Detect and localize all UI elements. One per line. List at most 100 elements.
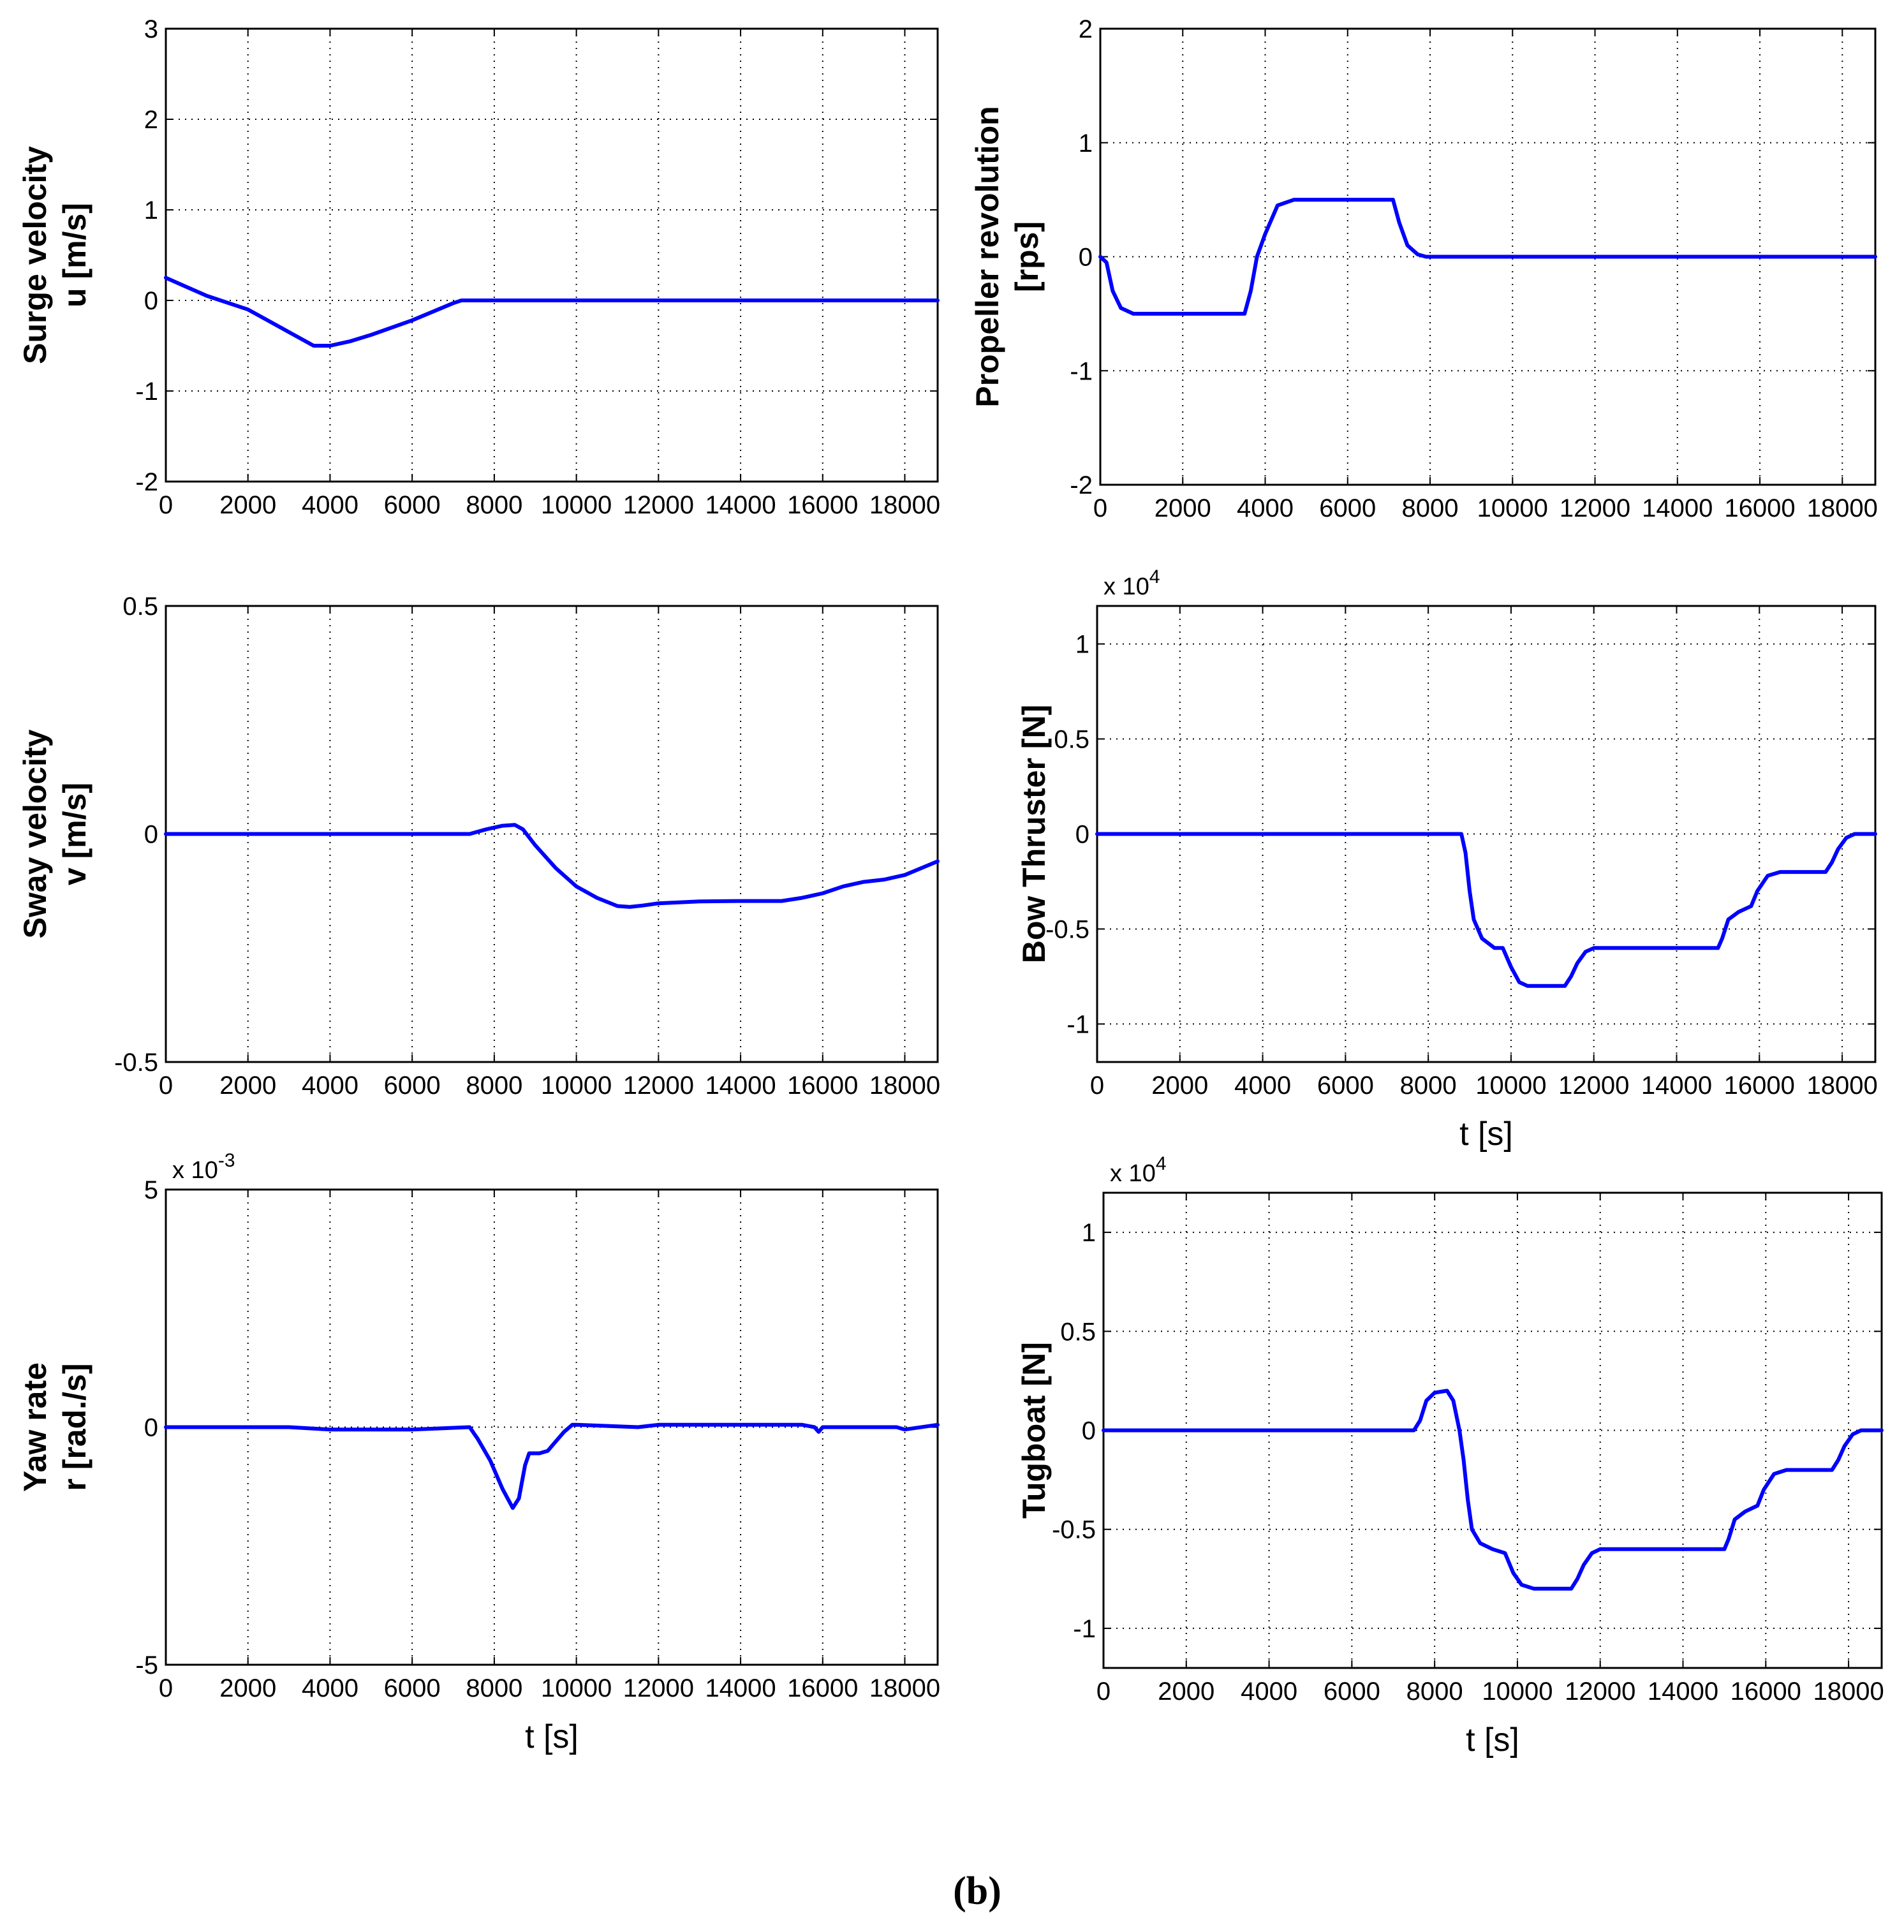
- x-tick-label: 6000: [384, 1072, 441, 1100]
- y-tick-label: 1: [1075, 631, 1089, 659]
- x-tick-label: 16000: [1724, 1072, 1795, 1100]
- x-tick-label: 18000: [869, 1072, 940, 1100]
- x-tick-label: 18000: [869, 491, 940, 519]
- x-tick-label: 12000: [1565, 1678, 1635, 1706]
- x-tick-label: 2000: [1158, 1678, 1214, 1706]
- x-tick-label: 8000: [466, 1674, 522, 1702]
- x-axis-label: t [s]: [1466, 1722, 1519, 1759]
- y-tick-label: 0: [1082, 1417, 1096, 1445]
- x-tick-label: 18000: [1807, 494, 1878, 522]
- y-tick-label: -5: [135, 1651, 158, 1679]
- x-tick-label: 12000: [1560, 494, 1630, 522]
- x-tick-label: 4000: [1241, 1678, 1297, 1706]
- x-tick-label: 6000: [384, 1674, 441, 1702]
- x-tick-label: 14000: [705, 1072, 776, 1100]
- y-tick-label: -0.5: [114, 1049, 158, 1077]
- x-tick-label: 0: [159, 491, 173, 519]
- chart-panels: 0 2000 4000 6000 8000 10000 12000 14000 16000 180…: [17, 15, 1884, 1759]
- y-tick-label: 3: [144, 15, 158, 43]
- x-axis-label: t [s]: [525, 1718, 579, 1755]
- axis-multiplier: x 104: [1110, 1153, 1167, 1187]
- x-tick-label: 10000: [1475, 1072, 1546, 1100]
- x-tick-label: 12000: [623, 1072, 694, 1100]
- x-tick-label: 8000: [1400, 1072, 1457, 1100]
- y-tick-label: 0: [1079, 244, 1093, 272]
- y-tick-label: 2: [144, 106, 158, 134]
- x-tick-label: 6000: [1317, 1072, 1374, 1100]
- x-axis-label: t [s]: [1459, 1116, 1513, 1153]
- chart-panel-3: 0 2000 4000 6000 8000 10000 12000 14000 16000 180…: [17, 593, 940, 1100]
- x-tick-label: 2000: [1151, 1072, 1208, 1100]
- y-tick-label: 0: [144, 1414, 158, 1442]
- x-tick-label: 4000: [302, 1072, 358, 1100]
- x-tick-label: 2000: [219, 1072, 276, 1100]
- chart-panel-5: 0 2000 4000 6000 8000 10000 12000 14000 16000 180…: [17, 1150, 940, 1755]
- x-tick-label: 0: [1093, 494, 1107, 522]
- x-tick-label: 6000: [384, 491, 441, 519]
- x-tick-label: 6000: [1319, 494, 1376, 522]
- y-tick-label: 1: [144, 196, 158, 225]
- x-tick-label: 4000: [302, 1674, 358, 1702]
- y-tick-label: -0.5: [1045, 915, 1089, 943]
- x-tick-label: 8000: [1402, 494, 1459, 522]
- x-tick-label: 10000: [541, 1072, 612, 1100]
- x-tick-label: 10000: [541, 1674, 612, 1702]
- x-tick-label: 16000: [787, 491, 858, 519]
- chart-panel-2: 0 2000 4000 6000 8000 10000 12000 14000 16000 180…: [970, 15, 1878, 522]
- x-tick-label: 14000: [1648, 1678, 1718, 1706]
- x-tick-label: 8000: [1406, 1678, 1463, 1706]
- y-tick-label: -2: [1070, 471, 1093, 499]
- y-axis-label: Surge velocity u [m/s]: [17, 146, 92, 364]
- x-tick-label: 0: [159, 1072, 173, 1100]
- y-axis-label: Bow Thruster [N]: [1016, 705, 1052, 964]
- y-tick-label: -1: [1066, 1010, 1089, 1038]
- x-tick-label: 0: [1090, 1072, 1104, 1100]
- figure-caption: (b): [953, 1869, 1001, 1913]
- x-tick-label: 16000: [1731, 1678, 1801, 1706]
- x-tick-label: 16000: [787, 1674, 858, 1702]
- series-line-v: [164, 823, 940, 909]
- y-tick-label: -1: [135, 378, 158, 406]
- x-tick-label: 4000: [1237, 494, 1294, 522]
- chart-panel-1: 0 2000 4000 6000 8000 10000 12000 14000 16000 180…: [17, 15, 940, 519]
- x-tick-label: 10000: [1482, 1678, 1553, 1706]
- x-tick-label: 6000: [1324, 1678, 1380, 1706]
- y-tick-label: 0.5: [1054, 726, 1089, 754]
- axis-multiplier: x 10-3: [172, 1150, 235, 1184]
- series-line-n: [1098, 198, 1877, 316]
- plot-frame: [165, 27, 939, 483]
- axis-multiplier: x 104: [1103, 566, 1160, 600]
- x-tick-label: 2000: [219, 1674, 276, 1702]
- chart-panel-4: 0 2000 4000 6000 8000 10000 12000 14000 16000 180…: [1016, 566, 1878, 1153]
- y-axis-label: Sway velocity v [m/s]: [17, 729, 92, 938]
- x-tick-label: 12000: [1558, 1072, 1629, 1100]
- x-tick-label: 4000: [302, 491, 358, 519]
- y-tick-label: 1: [1082, 1219, 1096, 1247]
- y-axis-label: Tugboat [N]: [1016, 1342, 1052, 1519]
- y-tick-label: 2: [1079, 15, 1093, 43]
- x-tick-label: 16000: [787, 1072, 858, 1100]
- x-tick-label: 10000: [1477, 494, 1548, 522]
- x-tick-label: 0: [1096, 1678, 1111, 1706]
- y-tick-label: -1: [1073, 1615, 1096, 1643]
- x-tick-label: 10000: [541, 491, 612, 519]
- x-tick-label: 4000: [1234, 1072, 1291, 1100]
- y-tick-label: -2: [135, 468, 158, 496]
- y-tick-label: 0: [144, 287, 158, 315]
- x-tick-label: 0: [159, 1674, 173, 1702]
- series-line-u: [164, 276, 940, 348]
- series-line-r: [164, 1422, 940, 1510]
- x-tick-label: 2000: [219, 491, 276, 519]
- y-axis-label: Propeller revolution [rps]: [970, 106, 1045, 407]
- y-tick-label: 0.5: [122, 593, 158, 621]
- series-line-bow-thruster: [1095, 832, 1877, 988]
- y-tick-label: -1: [1070, 357, 1093, 385]
- y-axis-label: Yaw rate r [rad./s]: [17, 1362, 92, 1492]
- series-line-tugboat: [1102, 1389, 1884, 1591]
- x-tick-label: 14000: [705, 491, 776, 519]
- x-tick-label: 8000: [466, 491, 522, 519]
- x-tick-label: 12000: [623, 1674, 694, 1702]
- x-tick-label: 14000: [1641, 1072, 1712, 1100]
- y-tick-label: 0: [144, 821, 158, 849]
